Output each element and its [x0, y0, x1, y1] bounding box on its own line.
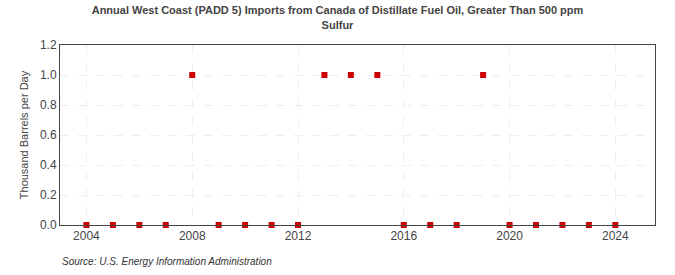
svg-text:2004: 2004 [73, 229, 100, 243]
svg-text:0.8: 0.8 [40, 98, 57, 112]
svg-text:0.0: 0.0 [40, 218, 57, 232]
svg-text:1.2: 1.2 [40, 38, 57, 52]
svg-text:Annual West Coast (PADD 5) Imp: Annual West Coast (PADD 5) Imports from … [92, 4, 584, 30]
svg-text:2020: 2020 [496, 229, 523, 243]
svg-text:2024: 2024 [602, 229, 629, 243]
svg-text:1.0: 1.0 [40, 68, 57, 82]
svg-text:0.4: 0.4 [40, 158, 57, 172]
svg-text:2016: 2016 [390, 229, 417, 243]
svg-text:2008: 2008 [179, 229, 206, 243]
svg-text:2012: 2012 [285, 229, 312, 243]
svg-text:0.6: 0.6 [40, 128, 57, 142]
svg-text:Source: U.S. Energy Informatio: Source: U.S. Energy Information Administ… [62, 256, 272, 267]
svg-text:Thousand Barrels per Day: Thousand Barrels per Day [18, 70, 30, 199]
svg-text:0.2: 0.2 [40, 188, 57, 202]
